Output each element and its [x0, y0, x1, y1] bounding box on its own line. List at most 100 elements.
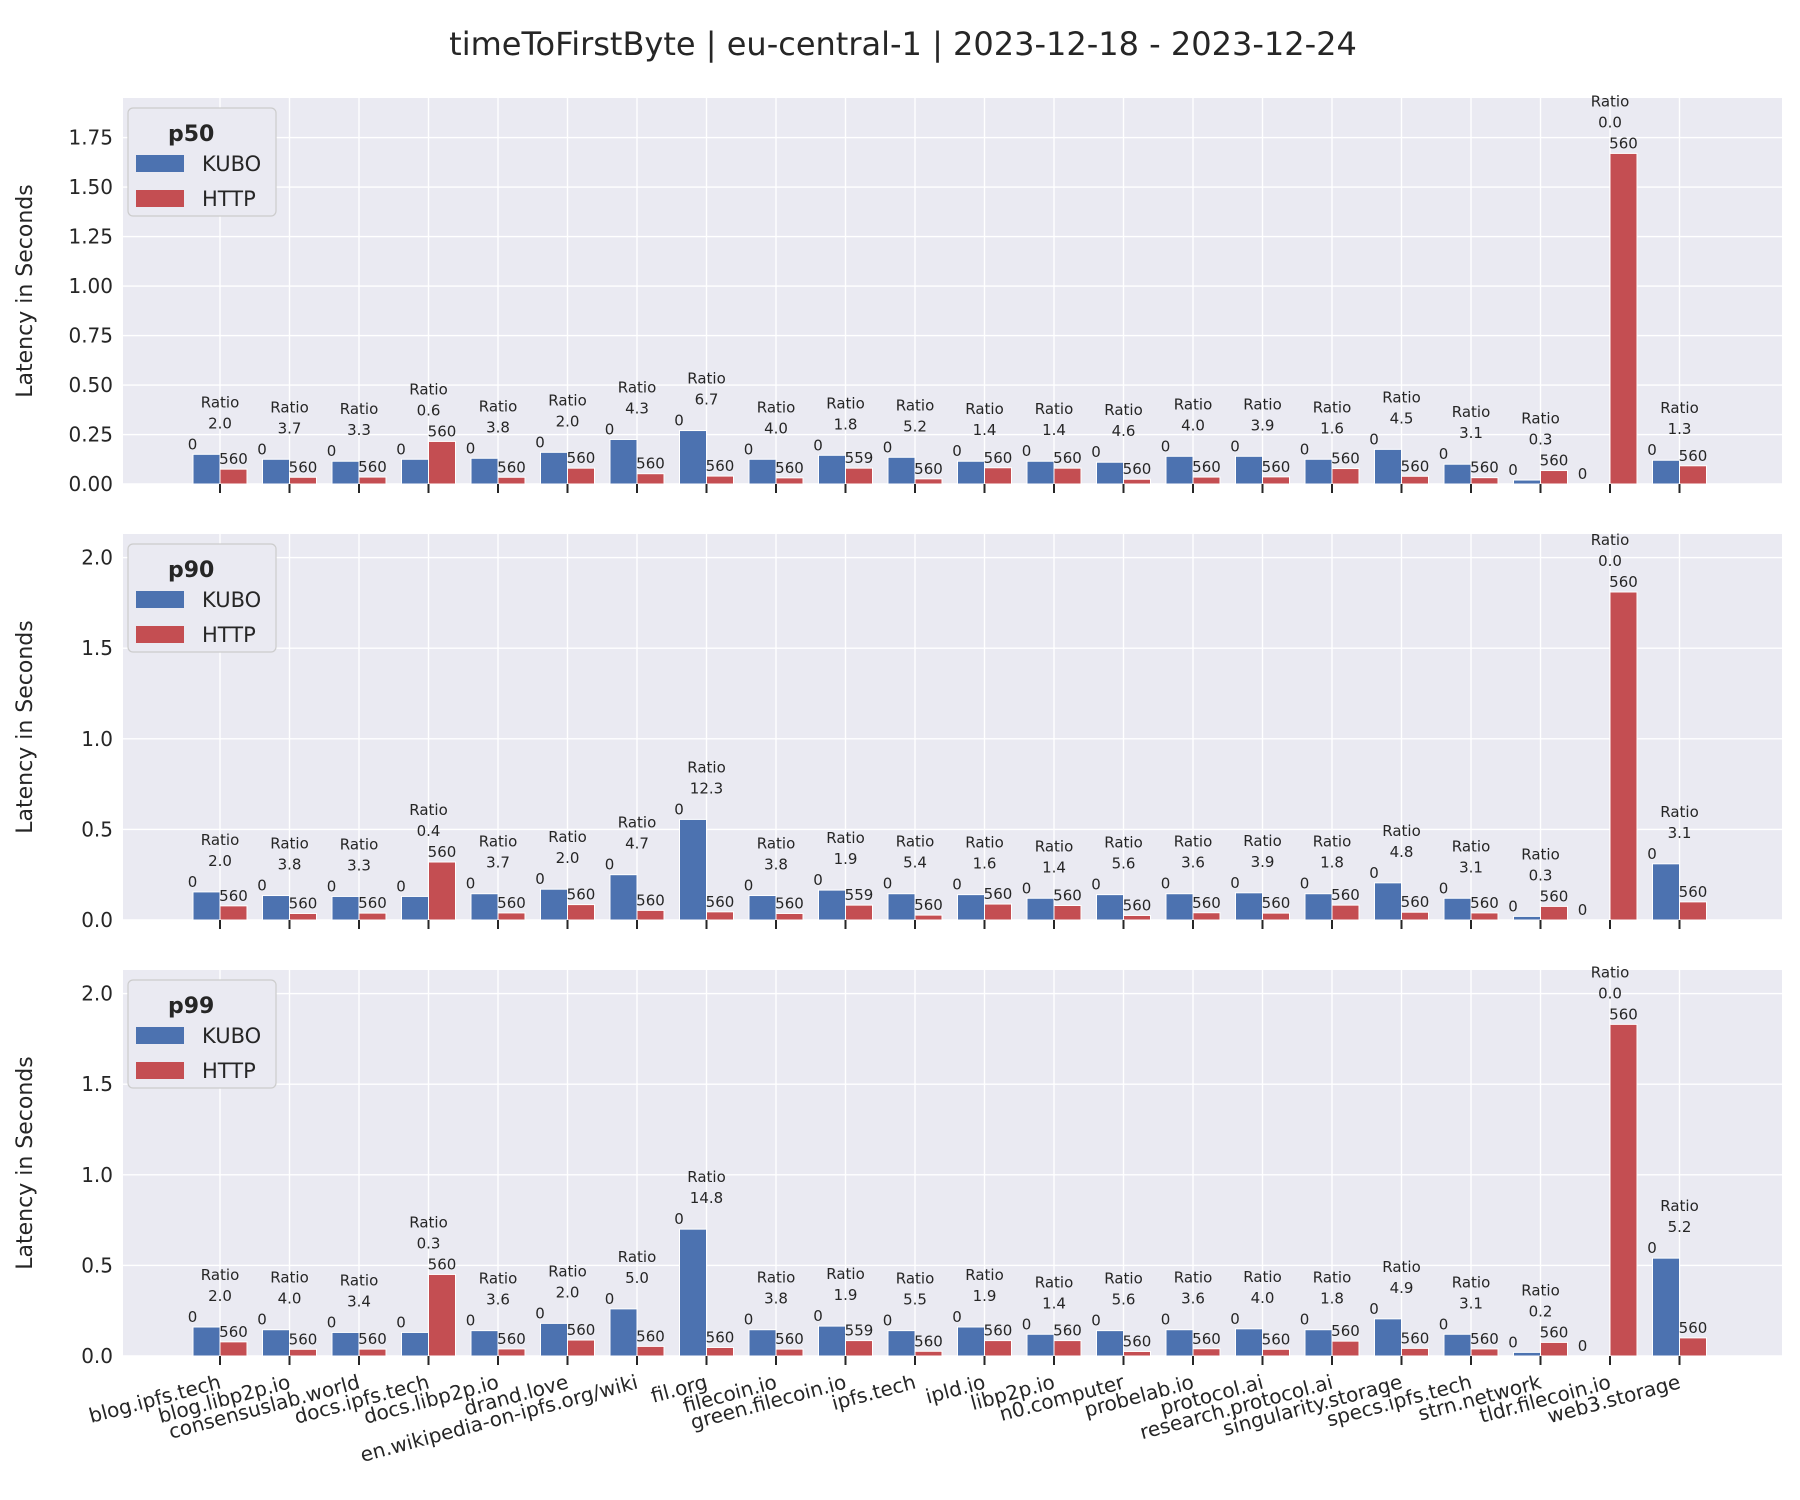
legend-swatch-kubo	[136, 1027, 184, 1044]
bar-kubo	[748, 458, 777, 485]
y-tick-label: 2.0	[81, 982, 113, 1006]
bar-kubo	[192, 453, 221, 485]
bar-count-label: 560	[706, 457, 735, 475]
bar-count-label: 0	[1300, 440, 1310, 458]
ratio-word-label: Ratio	[1660, 1197, 1699, 1215]
bar-count-label: 559	[845, 449, 874, 467]
ratio-word-label: Ratio	[270, 835, 309, 853]
ratio-word-label: Ratio	[1452, 837, 1491, 855]
ratio-value-label: 3.7	[278, 419, 302, 437]
ratio-value-label: 3.8	[486, 418, 510, 436]
ratio-value-label: 1.6	[1320, 419, 1344, 437]
ratio-word-label: Ratio	[1243, 832, 1282, 850]
bar-http	[1540, 470, 1568, 485]
bar-http	[1123, 914, 1151, 921]
bar-http	[636, 909, 665, 921]
y-tick-label: 2.0	[81, 546, 113, 570]
bar-kubo	[1513, 479, 1541, 485]
ratio-word-label: Ratio	[1591, 963, 1630, 981]
bar-http	[1470, 1348, 1499, 1357]
bar-kubo	[1652, 459, 1680, 485]
ratio-word-label: Ratio	[1035, 1273, 1074, 1291]
bar-kubo	[1235, 1328, 1263, 1357]
bar-count-label: 560	[1123, 1332, 1152, 1350]
y-tick-label: 1.0	[81, 1163, 113, 1187]
ratio-value-label: 1.8	[1320, 1290, 1344, 1308]
ratio-word-label: Ratio	[479, 833, 518, 851]
bar-count-label: 0	[1578, 465, 1588, 483]
ratio-value-label: 1.4	[1042, 421, 1066, 439]
bar-count-label: 560	[1679, 883, 1708, 901]
panel-p50: 0.000.250.500.751.001.251.501.75Latency …	[13, 92, 1782, 496]
bar-count-label: 560	[219, 450, 248, 468]
bar-kubo	[1443, 897, 1472, 921]
bar-http	[1262, 1348, 1290, 1357]
bar-count-label: 560	[1053, 887, 1082, 905]
y-tick-label: 0.25	[68, 423, 113, 447]
bar-kubo	[1374, 448, 1402, 485]
ratio-value-label: 5.2	[903, 417, 927, 435]
legend-label-http: HTTP	[202, 1059, 256, 1083]
bar-count-label: 560	[1401, 457, 1430, 475]
ratio-word-label: Ratio	[1174, 395, 1213, 413]
bar-count-label: 560	[636, 891, 665, 909]
y-tick-label: 1.00	[68, 274, 113, 298]
legend-label-kubo: KUBO	[202, 588, 261, 612]
bar-count-label: 0	[1508, 1333, 1518, 1351]
bar-kubo	[331, 1331, 360, 1357]
bar-kubo	[748, 895, 777, 921]
ratio-word-label: Ratio	[826, 1265, 865, 1283]
bar-count-label: 0	[605, 420, 615, 438]
ratio-value-label: 12.3	[690, 779, 723, 797]
ratio-word-label: Ratio	[896, 396, 935, 414]
ratio-word-label: Ratio	[548, 828, 587, 846]
ratio-value-label: 3.7	[486, 854, 510, 872]
bar-kubo	[1652, 863, 1680, 921]
bar-count-label: 560	[1470, 894, 1499, 912]
y-tick-label: 0.75	[68, 324, 113, 348]
ratio-value-label: 1.9	[973, 1287, 997, 1305]
ratio-value-label: 4.6	[1112, 422, 1136, 440]
bar-http	[428, 440, 456, 485]
bar-count-label: 560	[497, 894, 526, 912]
ratio-word-label: Ratio	[479, 397, 518, 415]
bar-count-label: 0	[605, 856, 615, 874]
legend-swatch-http	[136, 626, 184, 643]
ratio-word-label: Ratio	[1104, 1270, 1143, 1288]
bar-http	[1053, 467, 1082, 485]
bar-count-label: 0	[1091, 443, 1101, 461]
bar-count-label: 560	[1192, 894, 1221, 912]
ratio-value-label: 2.0	[208, 1287, 232, 1305]
bar-count-label: 560	[1053, 449, 1082, 467]
bar-http	[289, 476, 317, 485]
bar-kubo	[192, 891, 221, 921]
bar-http	[914, 914, 943, 921]
bar-http	[984, 467, 1012, 485]
bar-kubo	[609, 874, 638, 921]
bar-kubo	[262, 458, 290, 485]
bar-http	[914, 478, 943, 485]
y-tick-label: 0.5	[81, 1253, 113, 1277]
ratio-word-label: Ratio	[201, 831, 240, 849]
ratio-word-label: Ratio	[965, 1266, 1004, 1284]
bar-count-label: 560	[1679, 447, 1708, 465]
plot-background	[123, 98, 1782, 484]
bar-http	[1192, 1348, 1221, 1357]
ratio-word-label: Ratio	[965, 834, 1004, 852]
bar-kubo	[401, 458, 429, 485]
bar-count-label: 0	[188, 435, 198, 453]
ratio-word-label: Ratio	[409, 801, 448, 819]
ratio-word-label: Ratio	[1452, 1273, 1491, 1291]
bar-count-label: 560	[1401, 893, 1430, 911]
bar-count-label: 0	[952, 876, 962, 894]
bar-kubo	[957, 460, 985, 485]
legend-swatch-kubo	[136, 155, 184, 172]
bar-http	[497, 1348, 526, 1357]
bar-count-label: 0	[327, 877, 337, 895]
bar-count-label: 560	[1331, 450, 1360, 468]
bar-count-label: 0	[188, 873, 198, 891]
ratio-value-label: 2.0	[556, 412, 580, 430]
ratio-word-label: Ratio	[1313, 398, 1352, 416]
ratio-word-label: Ratio	[548, 1262, 587, 1280]
ratio-value-label: 4.0	[764, 419, 788, 437]
